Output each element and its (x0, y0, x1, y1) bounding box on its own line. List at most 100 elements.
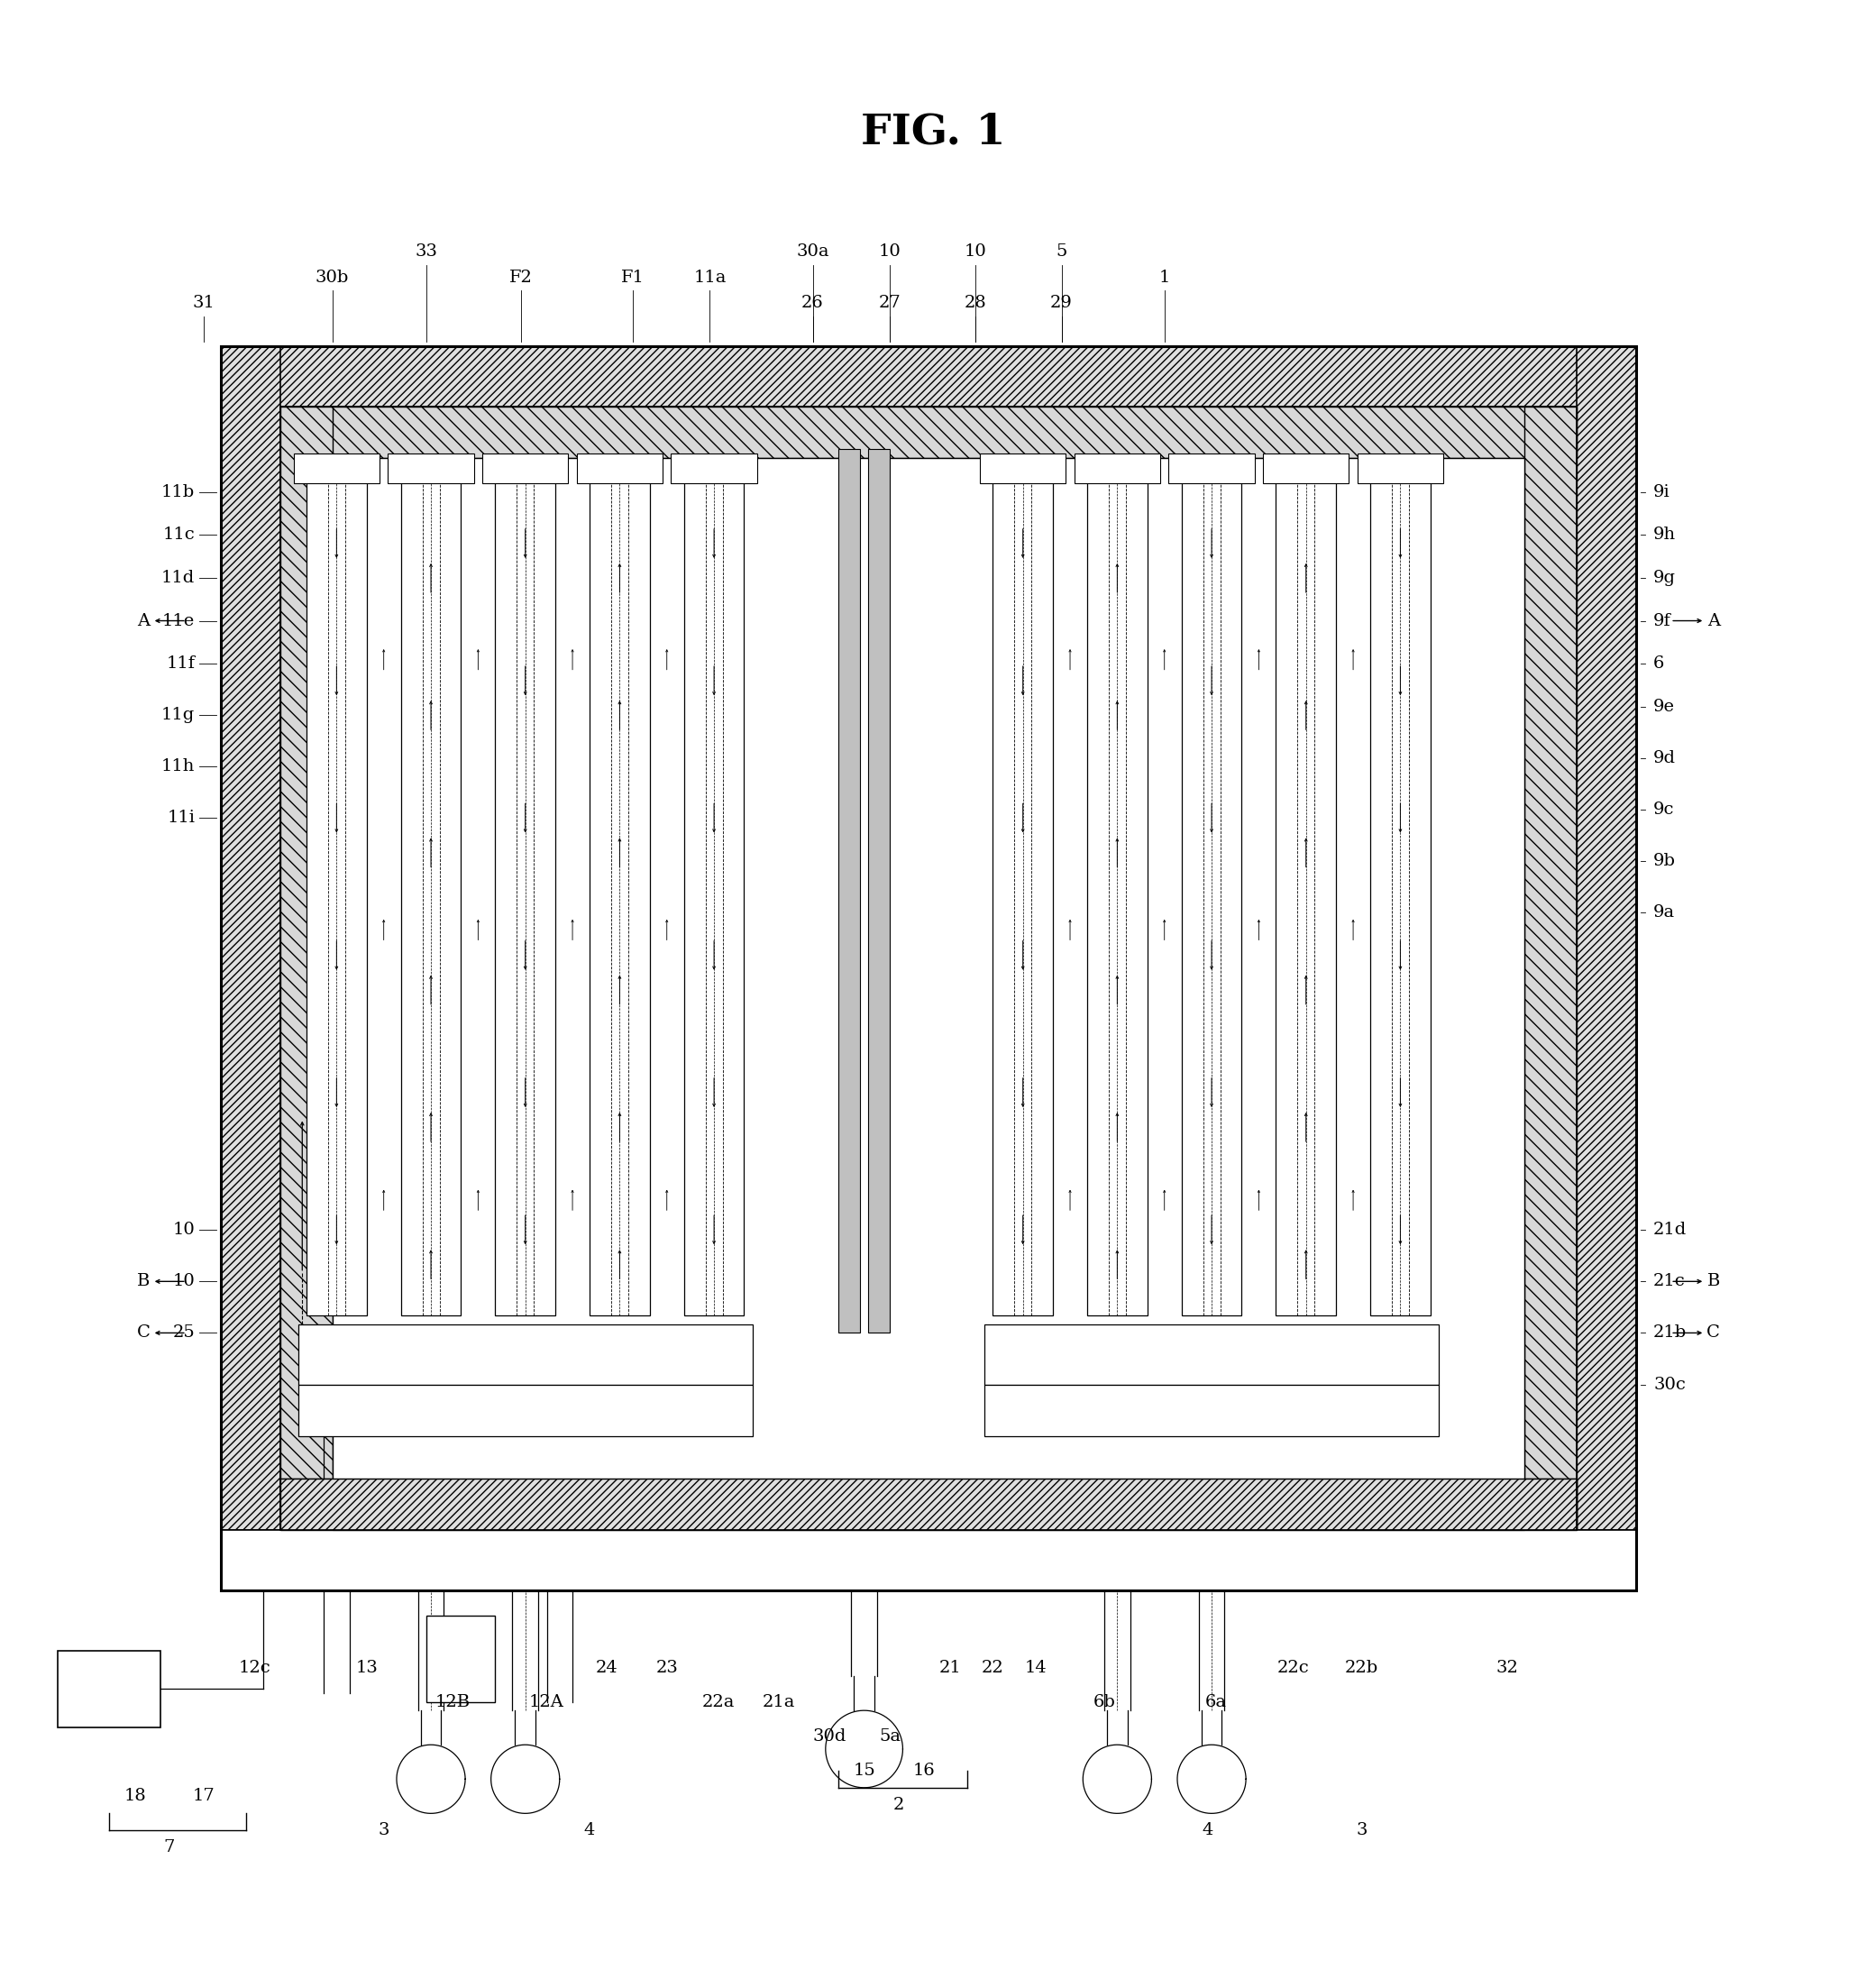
Bar (221, 346, 1636, 406)
Text: 10: 10 (878, 245, 901, 260)
Text: 10: 10 (173, 1223, 195, 1239)
Text: FIG. 1: FIG. 1 (860, 111, 1005, 153)
Bar (427, 1616, 496, 1702)
Bar (993, 475, 1053, 1316)
Text: 11b: 11b (162, 483, 195, 501)
Text: 5: 5 (1057, 245, 1068, 260)
Text: 24: 24 (596, 1660, 618, 1676)
Bar (332, 457, 1525, 1531)
Bar (306, 475, 366, 1316)
Bar (683, 475, 745, 1316)
Text: 11h: 11h (162, 759, 195, 775)
Bar (280, 406, 332, 1531)
Text: 30b: 30b (316, 270, 349, 286)
Text: C: C (137, 1324, 150, 1342)
Text: 32: 32 (1497, 1660, 1519, 1676)
Bar (221, 1531, 1636, 1590)
Text: 9a: 9a (1653, 905, 1675, 920)
Bar (297, 1324, 752, 1384)
Bar (980, 453, 1066, 483)
Bar (1370, 475, 1430, 1316)
Text: 22c: 22c (1278, 1660, 1309, 1676)
Bar (578, 453, 663, 483)
Bar (1086, 475, 1148, 1316)
Bar (221, 346, 1636, 1590)
Bar (221, 346, 1636, 1590)
Text: F1: F1 (620, 270, 644, 286)
Text: F2: F2 (509, 270, 533, 286)
Text: 27: 27 (878, 294, 901, 312)
Text: 9f: 9f (1653, 612, 1671, 628)
Text: 28: 28 (964, 294, 986, 312)
Bar (221, 346, 280, 1590)
Text: 4: 4 (1201, 1823, 1213, 1839)
Text: B: B (137, 1274, 150, 1290)
Text: 9c: 9c (1653, 801, 1675, 817)
Bar (496, 475, 555, 1316)
Text: 11f: 11f (165, 656, 195, 672)
Text: 6b: 6b (1094, 1694, 1116, 1710)
Text: 14: 14 (1025, 1660, 1047, 1676)
Bar (1168, 453, 1255, 483)
Bar (280, 406, 1577, 1531)
Text: 31: 31 (193, 294, 215, 312)
Text: 21c: 21c (1653, 1274, 1686, 1290)
Text: 6: 6 (1653, 656, 1664, 672)
Bar (1357, 453, 1443, 483)
Bar (280, 1479, 1577, 1531)
Text: B: B (1707, 1274, 1720, 1290)
Bar (401, 475, 461, 1316)
Text: 22: 22 (982, 1660, 1005, 1676)
Text: 33: 33 (416, 245, 438, 260)
Text: 22a: 22a (702, 1694, 735, 1710)
Bar (591, 475, 650, 1316)
Text: 3: 3 (1356, 1823, 1367, 1839)
Text: 10: 10 (173, 1274, 195, 1290)
Text: 30d: 30d (813, 1728, 847, 1743)
Text: 22b: 22b (1344, 1660, 1378, 1676)
Text: 12c: 12c (240, 1660, 271, 1676)
Bar (1276, 475, 1335, 1316)
Text: 1: 1 (1159, 270, 1170, 286)
Text: 7: 7 (163, 1839, 175, 1857)
Text: 3: 3 (379, 1823, 390, 1839)
Text: 26: 26 (802, 294, 825, 312)
Text: 10: 10 (964, 245, 986, 260)
Bar (483, 453, 568, 483)
Text: 30a: 30a (797, 245, 828, 260)
Text: 11c: 11c (163, 527, 195, 543)
Text: 11a: 11a (693, 270, 726, 286)
Text: 17: 17 (193, 1787, 215, 1805)
Bar (984, 1324, 1439, 1384)
Bar (670, 453, 758, 483)
Bar (297, 1384, 752, 1435)
Bar (332, 1479, 1525, 1531)
Text: 21d: 21d (1653, 1223, 1686, 1239)
Bar (1181, 475, 1242, 1316)
Text: C: C (1707, 1324, 1720, 1342)
Text: 21b: 21b (1653, 1324, 1686, 1342)
Bar (1577, 346, 1636, 1590)
Text: 9i: 9i (1653, 483, 1669, 501)
Text: 13: 13 (355, 1660, 377, 1676)
Bar (1263, 453, 1348, 483)
Text: 9d: 9d (1653, 749, 1677, 765)
Text: 23: 23 (656, 1660, 678, 1676)
Text: 9h: 9h (1653, 527, 1677, 543)
Text: 11d: 11d (162, 571, 195, 586)
Bar (293, 453, 379, 483)
Text: 11g: 11g (162, 708, 195, 724)
Bar (1075, 453, 1161, 483)
Text: 21: 21 (940, 1660, 962, 1676)
Text: 2: 2 (893, 1797, 904, 1813)
Bar (58, 1650, 162, 1728)
Text: 6a: 6a (1205, 1694, 1227, 1710)
Text: 25: 25 (173, 1324, 195, 1342)
Text: 12A: 12A (529, 1694, 565, 1710)
Bar (1525, 406, 1577, 1531)
Bar (984, 1384, 1439, 1435)
Text: 4: 4 (585, 1823, 596, 1839)
Text: 18: 18 (124, 1787, 147, 1805)
Text: 21a: 21a (761, 1694, 795, 1710)
Text: A: A (137, 612, 150, 628)
